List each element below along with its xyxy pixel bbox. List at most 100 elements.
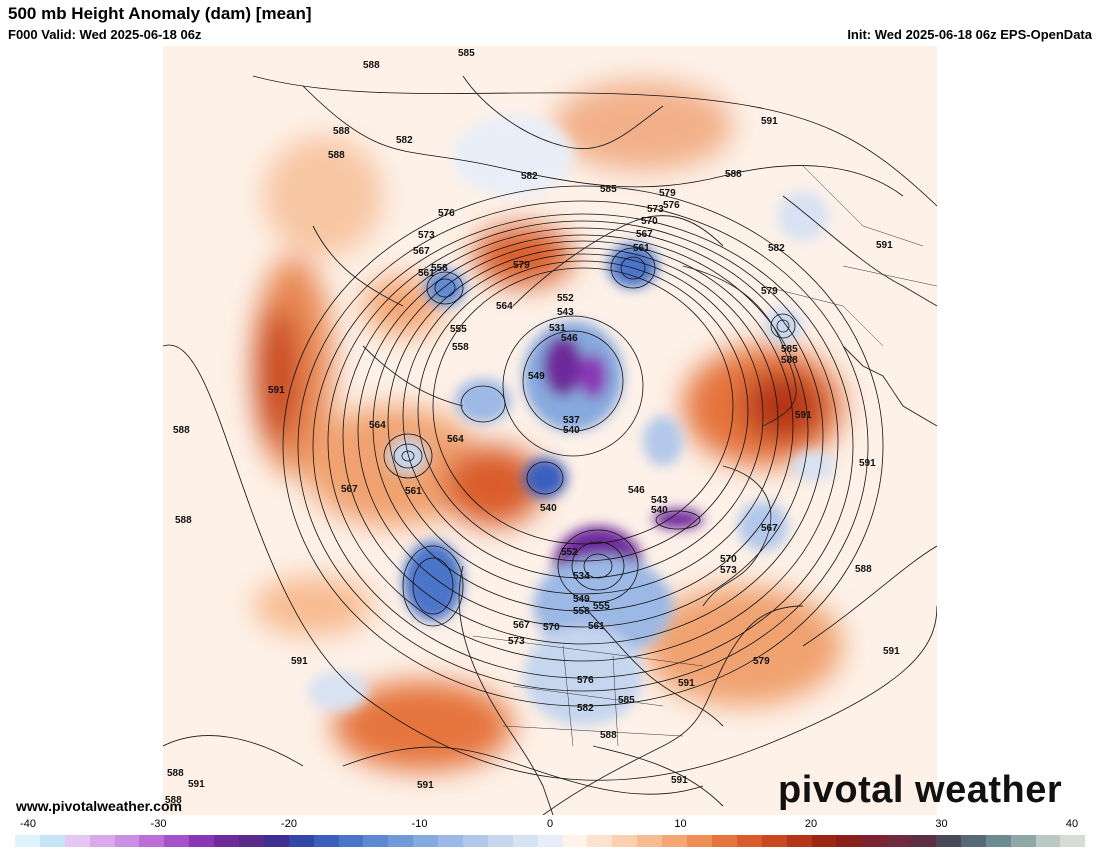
legend-tick: -40 [20, 818, 36, 830]
legend-swatch [114, 835, 140, 847]
legend-swatch [239, 835, 264, 847]
contour-label: 573 [647, 204, 664, 215]
legend-swatch [886, 835, 912, 847]
legend-swatch [139, 835, 165, 847]
contour-label: 591 [795, 410, 812, 421]
header: 500 mb Height Anomaly (dam) [mean] F000 … [0, 0, 1100, 46]
legend-swatch [15, 835, 40, 847]
contour-label: 564 [447, 434, 464, 445]
contour-label: 591 [417, 780, 434, 791]
contour-label: 561 [588, 621, 605, 632]
contour-label: 552 [557, 293, 574, 304]
contour-label: 588 [175, 515, 192, 526]
legend-tick: 30 [935, 818, 948, 830]
contour-label: 570 [720, 554, 737, 565]
contour-label: 555 [593, 601, 610, 612]
contour-label: 567 [761, 523, 778, 534]
contour-label: 537 [563, 415, 580, 426]
contour-label: 591 [678, 678, 695, 689]
contour-label: 588 [363, 60, 380, 71]
contour-label: 555 [450, 324, 467, 335]
contour-label: 588 [333, 126, 350, 137]
legend-swatch [811, 835, 837, 847]
contour-label: 591 [291, 656, 308, 667]
legend-swatch [736, 835, 762, 847]
contour-label: 540 [563, 425, 580, 436]
valid-time: F000 Valid: Wed 2025-06-18 06z [8, 27, 202, 42]
contour-labels: 5855885885885915825825855885795765735675… [165, 48, 900, 806]
contour-label: 591 [188, 779, 205, 790]
legend-tick: -10 [411, 818, 428, 830]
legend-swatch [288, 835, 314, 847]
legend-ticks: -40 -30 -20 -10 0 10 20 30 40 [0, 818, 1100, 832]
contour-label: 540 [651, 505, 668, 516]
contour-label: 576 [438, 208, 455, 219]
contour-label: 573 [720, 565, 737, 576]
contour-label: 543 [651, 495, 668, 506]
website-credit[interactable]: www.pivotalweather.com [16, 798, 182, 814]
legend-swatch [711, 835, 737, 847]
contour-label: 567 [341, 484, 358, 495]
contour-label: 558 [452, 342, 469, 353]
legend-swatch [487, 835, 513, 847]
contour-label: 588 [173, 425, 190, 436]
legend-color-strip [15, 835, 1086, 847]
legend-tick: -30 [150, 818, 167, 830]
contour-label: 567 [636, 229, 653, 240]
contour-label: 582 [396, 135, 413, 146]
legend-tick: 40 [1065, 818, 1079, 830]
contour-label: 576 [577, 675, 594, 686]
contour-label: 546 [628, 485, 645, 496]
contour-label: 579 [659, 188, 676, 199]
contour-label: 558 [573, 606, 590, 617]
legend-swatch [512, 835, 538, 847]
contour-label: 585 [618, 695, 635, 706]
legend-swatch [438, 835, 464, 847]
contour-label: 585 [781, 344, 798, 355]
contour-label: 576 [663, 200, 680, 211]
legend-swatch [537, 835, 563, 847]
contour-label: 549 [573, 594, 590, 605]
contour-label: 579 [761, 286, 778, 297]
legend-swatch [1010, 835, 1036, 847]
legend-swatch [1035, 835, 1061, 847]
contour-label: 567 [413, 246, 430, 257]
contour-label: 582 [521, 171, 538, 182]
legend-swatch [463, 835, 488, 847]
negative-anomaly-fill [308, 116, 835, 726]
contour-label: 588 [600, 730, 617, 741]
contour-label: 543 [557, 307, 574, 318]
contour-label: 591 [876, 240, 893, 251]
legend-swatch [911, 835, 936, 847]
contour-label: 591 [268, 385, 285, 396]
legend-swatch [562, 835, 588, 847]
contour-label: 534 [573, 571, 590, 582]
legend-swatch [612, 835, 638, 847]
legend-tick: 0 [546, 818, 554, 830]
map-title: 500 mb Height Anomaly (dam) [mean] [8, 4, 312, 23]
legend-swatch [338, 835, 364, 847]
contour-label: 591 [859, 458, 876, 469]
weather-map[interactable]: 585 588 588 588 591 582 582 585 588 579 576 573 567 5… [163, 46, 937, 815]
contour-label: 561 [418, 268, 435, 279]
contour-label: 588 [725, 169, 742, 180]
legend-swatch [263, 835, 289, 847]
legend-swatch [189, 835, 215, 847]
contour-label: 582 [768, 243, 785, 254]
legend-swatch [1060, 835, 1086, 847]
contour-label: 579 [513, 260, 530, 271]
contour-label: 546 [561, 333, 578, 344]
contour-label: 564 [369, 420, 386, 431]
contour-label: 540 [540, 503, 557, 514]
legend-swatch [960, 835, 986, 847]
contour-label: 585 [600, 184, 617, 195]
legend-swatch [214, 835, 240, 847]
contour-label: 573 [508, 636, 525, 647]
contour-label: 588 [165, 795, 182, 806]
contour-label: 561 [405, 486, 422, 497]
contour-label: 573 [418, 230, 435, 241]
contour-label: 591 [883, 646, 900, 657]
map-canvas: 5855885885885915825825855885795765735675… [163, 46, 937, 815]
contour-label: 558 [431, 263, 448, 274]
legend-swatch [39, 835, 65, 847]
